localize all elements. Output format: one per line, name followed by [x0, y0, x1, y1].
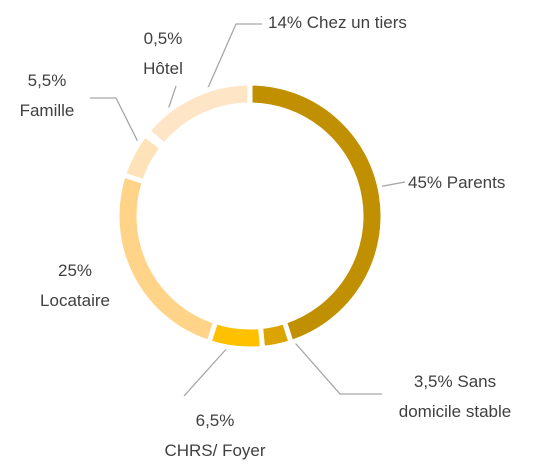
- category-label: Famille: [19, 101, 75, 120]
- leader-line: [199, 23, 262, 107]
- donut-segment: [247, 80, 386, 346]
- category-label: Chez un tiers: [306, 13, 407, 32]
- category-label: Locataire: [40, 291, 110, 310]
- value-label: 6,5%: [195, 411, 235, 430]
- donut: [114, 80, 386, 352]
- value-label: 0,5%: [143, 29, 183, 48]
- value-label: 45%: [408, 173, 443, 192]
- donut-segment: [144, 80, 253, 149]
- value-label: 25%: [57, 261, 93, 280]
- value-label: 14%: [268, 13, 303, 32]
- data-label: 5,5% Famille: [5, 66, 89, 126]
- category-label: Hôtel: [143, 59, 183, 78]
- category-label: Parents: [446, 173, 506, 192]
- data-label: 45% Parents: [408, 168, 505, 198]
- data-label: 6,5% CHRS/ Foyer: [155, 406, 275, 466]
- data-label: 25% Locataire: [20, 256, 130, 316]
- data-label: 0,5% Hôtel: [125, 24, 201, 84]
- data-label: 3,5% Sans domicile stable: [390, 367, 520, 427]
- leader-line: [281, 327, 382, 395]
- data-label: 14% Chez un tiers: [268, 8, 407, 38]
- donut-segment: [257, 318, 295, 352]
- category-label: Sans domicile stable: [398, 372, 512, 421]
- category-label: CHRS/ Foyer: [164, 441, 266, 460]
- value-label: 3,5%: [413, 372, 453, 391]
- donut-segment: [114, 171, 219, 346]
- leader-line: [90, 97, 147, 159]
- value-label: 5,5%: [27, 71, 67, 90]
